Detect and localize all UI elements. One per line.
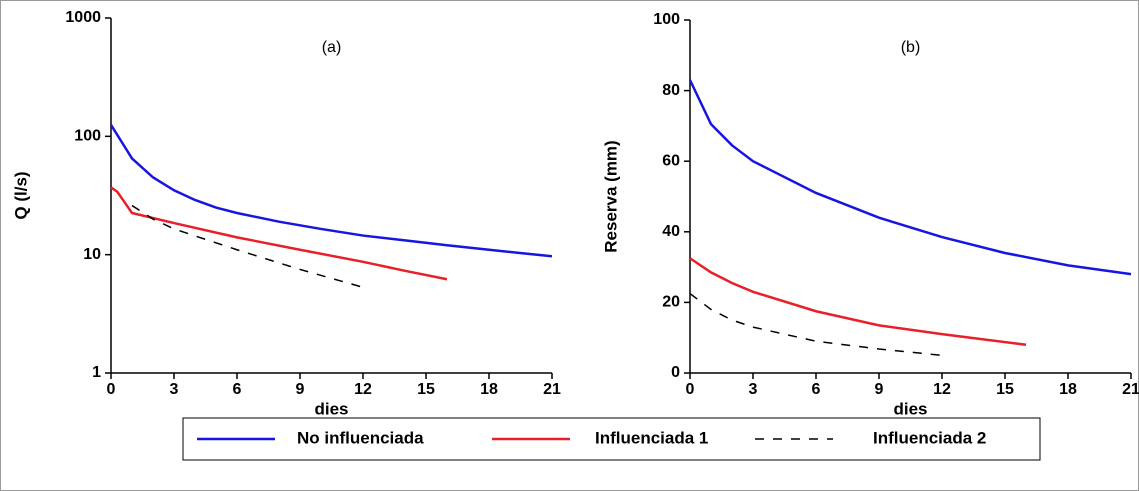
- x-tick-label: 3: [170, 381, 179, 398]
- x-tick-label: 0: [686, 381, 695, 398]
- annotation: (b): [901, 39, 921, 56]
- x-axis-label: dies: [314, 399, 348, 418]
- series-line: Influenciada 2: [689, 292, 943, 357]
- y-tick-label: 1: [92, 364, 101, 381]
- series-line: Influenciada 1: [110, 186, 448, 281]
- x-tick-label: 15: [417, 381, 435, 398]
- x-tick-label: 18: [480, 381, 498, 398]
- series-line: Influenciada 1: [689, 257, 1027, 347]
- legend-box: [182, 417, 1041, 461]
- x-tick-label: 6: [812, 381, 821, 398]
- x-tick-label: 12: [933, 381, 951, 398]
- legend-label: No influenciada: [297, 428, 424, 447]
- y-tick-label: 1000: [65, 9, 101, 26]
- y-tick-label: 0: [671, 364, 680, 381]
- series-line: Influenciada 2: [131, 204, 364, 289]
- y-tick-label: 60: [662, 152, 680, 169]
- x-tick-label: 21: [1122, 381, 1139, 398]
- series-line: No influenciada: [109, 124, 553, 258]
- legend-label: Influenciada 2: [873, 428, 986, 447]
- legend-label: Influenciada 1: [595, 428, 708, 447]
- y-tick-label: 40: [662, 223, 680, 240]
- annotation: (a): [322, 39, 342, 56]
- y-axis-label: Reserva (mm): [601, 140, 620, 252]
- x-tick-label: 15: [996, 381, 1014, 398]
- y-tick-label: 20: [662, 294, 680, 311]
- x-tick-label: 18: [1059, 381, 1077, 398]
- y-axis-label: Q (l/s): [11, 171, 30, 219]
- x-tick-label: 9: [296, 381, 305, 398]
- series-line: No influenciada: [688, 79, 1132, 276]
- x-axis-label: dies: [893, 399, 927, 418]
- y-tick-label: 100: [653, 11, 680, 28]
- y-tick-label: 10: [83, 246, 101, 263]
- y-tick-label: 100: [74, 128, 101, 145]
- x-tick-label: 3: [749, 381, 758, 398]
- x-tick-label: 9: [875, 381, 884, 398]
- x-tick-label: 12: [354, 381, 372, 398]
- x-tick-label: 21: [543, 381, 561, 398]
- y-tick-label: 80: [662, 82, 680, 99]
- x-tick-label: 6: [233, 381, 242, 398]
- x-tick-label: 0: [107, 381, 116, 398]
